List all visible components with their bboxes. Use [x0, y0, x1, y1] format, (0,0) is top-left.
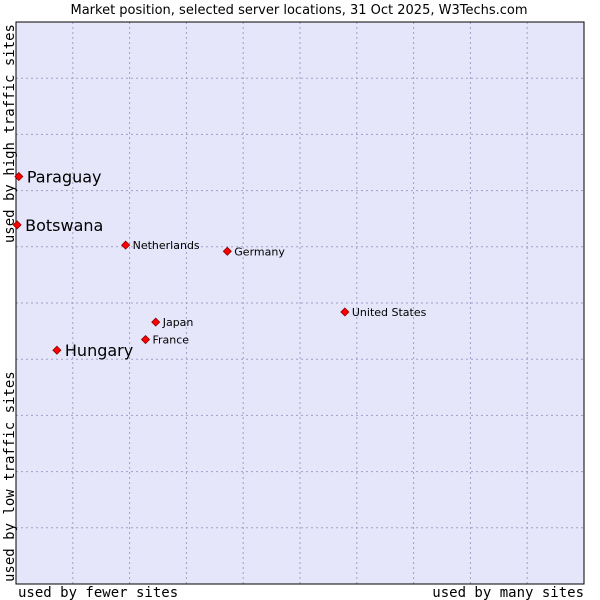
label-france: France — [153, 334, 190, 347]
marker-paraguay — [14, 171, 24, 182]
point-netherlands: Netherlands — [121, 239, 200, 252]
point-united-states: United States — [340, 306, 427, 319]
point-germany: Germany — [222, 245, 285, 258]
label-paraguay: Paraguay — [27, 168, 102, 187]
label-united-states: United States — [352, 306, 427, 319]
point-japan: Japan — [151, 316, 194, 329]
marker-united-states — [340, 307, 350, 317]
label-netherlands: Netherlands — [133, 239, 200, 252]
chart-title: Market position, selected server locatio… — [70, 3, 527, 18]
grid-lines — [16, 22, 584, 584]
data-points: Paraguay Botswana Netherlands Germany United… — [12, 168, 427, 360]
marker-japan — [151, 317, 161, 327]
marker-france — [140, 334, 151, 345]
y-axis-label-top: used by high traffic sites — [2, 24, 18, 243]
marker-netherlands — [121, 240, 131, 250]
marker-germany — [222, 246, 232, 256]
label-japan: Japan — [162, 316, 194, 329]
point-paraguay: Paraguay — [14, 168, 102, 187]
point-hungary: Hungary — [52, 341, 133, 360]
label-hungary: Hungary — [65, 341, 133, 360]
plot-frame — [15, 21, 585, 585]
y-axis-label-bottom: used by low traffic sites — [2, 371, 18, 582]
marker-hungary — [52, 345, 62, 355]
marker-botswana — [12, 220, 22, 230]
x-axis-label-right: used by many sites — [432, 585, 584, 600]
x-axis-label-left: used by fewer sites — [18, 585, 178, 600]
point-france: France — [140, 334, 190, 347]
label-germany: Germany — [234, 245, 285, 258]
label-botswana: Botswana — [25, 216, 103, 235]
point-botswana: Botswana — [12, 216, 103, 235]
